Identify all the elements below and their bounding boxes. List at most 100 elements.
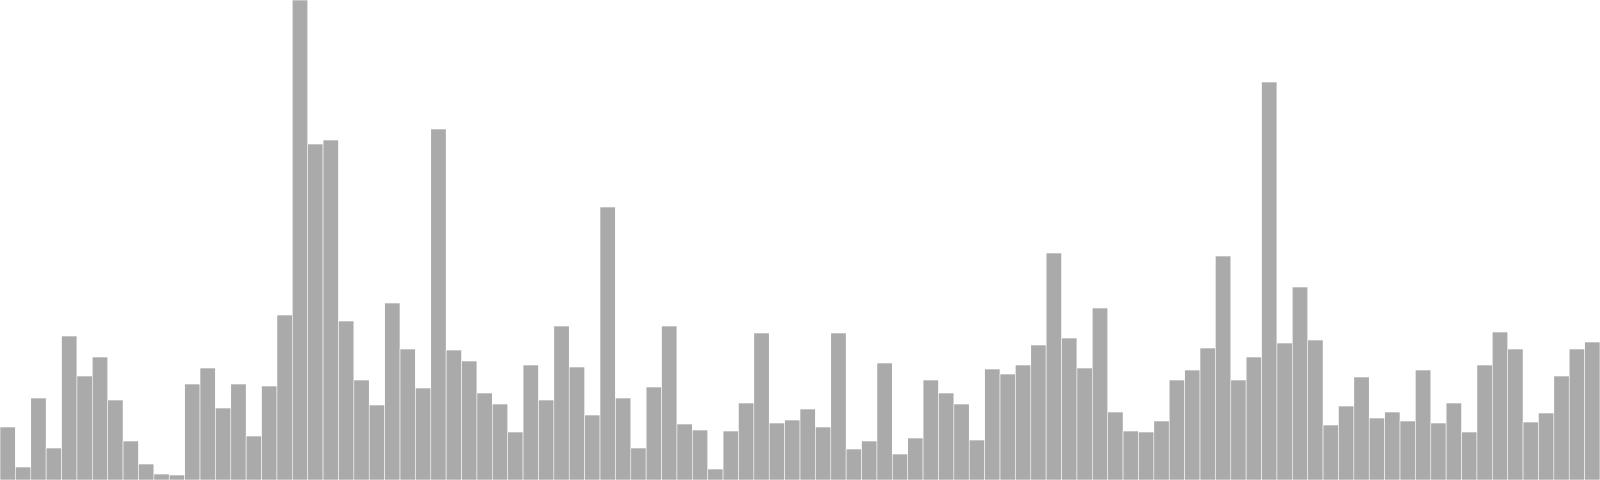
bar-1 [0, 426, 16, 480]
bar-82 [1245, 356, 1262, 480]
bar-58 [876, 362, 893, 480]
bar-85 [1292, 286, 1308, 480]
bar-79 [1199, 347, 1216, 480]
bar-20 [292, 0, 308, 480]
bar-75 [1138, 431, 1155, 480]
bar-77 [1168, 379, 1185, 480]
bar-101 [1538, 412, 1555, 480]
bar-61 [922, 379, 939, 480]
bar-97 [1476, 364, 1493, 480]
bar-36 [538, 399, 555, 480]
bar-33 [492, 403, 508, 480]
bar-71 [1076, 367, 1093, 480]
bar-8 [107, 399, 124, 480]
bar-99 [1507, 348, 1524, 480]
bar-69 [1045, 252, 1062, 480]
bar-89 [1353, 376, 1370, 480]
bar-56 [845, 448, 862, 480]
bar-72 [1092, 307, 1108, 480]
bar-86 [1307, 339, 1324, 480]
bar-45 [676, 423, 693, 480]
bar-27 [399, 348, 416, 480]
bar-18 [261, 385, 278, 480]
bar-37 [553, 325, 570, 480]
bar-5 [61, 335, 78, 480]
bar-4 [45, 447, 62, 480]
bar-104 [1584, 341, 1600, 480]
bar-91 [1384, 411, 1401, 480]
bar-74 [1122, 430, 1139, 480]
bar-39 [584, 414, 601, 480]
bar-30 [445, 349, 462, 480]
bar-63 [953, 403, 970, 480]
bar-3 [30, 397, 47, 480]
bar-90 [1368, 417, 1385, 480]
bar-43 [645, 386, 662, 480]
bar-49 [738, 402, 755, 480]
bar-24 [353, 379, 370, 480]
bar-62 [938, 392, 955, 480]
bar-55 [830, 332, 847, 480]
bar-44 [661, 325, 678, 480]
bar-83 [1261, 81, 1278, 480]
bar-41 [615, 397, 632, 480]
bar-12 [168, 474, 185, 480]
bar-66 [999, 373, 1016, 480]
bar-59 [892, 453, 908, 480]
bar-53 [799, 408, 816, 480]
bar-80 [1215, 255, 1232, 480]
bar-87 [1322, 424, 1339, 480]
bar-102 [1553, 375, 1570, 480]
bar-54 [815, 426, 832, 480]
bar-96 [1461, 431, 1478, 480]
bar-76 [1153, 420, 1170, 480]
bar-32 [476, 392, 493, 480]
bar-103 [1568, 348, 1585, 480]
bar-28 [415, 387, 432, 480]
bar-100 [1522, 421, 1539, 480]
bar-98 [1492, 331, 1508, 480]
bar-60 [907, 437, 924, 480]
bar-88 [1338, 405, 1355, 480]
bar-38 [568, 366, 585, 480]
bar-35 [522, 364, 539, 480]
bar-9 [122, 440, 139, 480]
bar-68 [1030, 344, 1047, 480]
bar-10 [138, 463, 155, 480]
bar-78 [1184, 369, 1201, 480]
bar-92 [1399, 420, 1416, 480]
bar-15 [215, 407, 232, 480]
bar-14 [199, 367, 216, 480]
bar-46 [692, 429, 708, 480]
bar-11 [153, 473, 170, 480]
bar-51 [768, 422, 785, 480]
bar-94 [1430, 422, 1447, 480]
bar-13 [184, 383, 201, 480]
bar-26 [384, 302, 401, 480]
bar-84 [1276, 342, 1293, 480]
bar-25 [368, 404, 385, 480]
bar-22 [322, 139, 339, 480]
bar-81 [1230, 379, 1247, 480]
bar-6 [76, 375, 93, 480]
bar-48 [722, 430, 739, 480]
bar-73 [1107, 411, 1124, 480]
bar-42 [630, 447, 647, 480]
bar-29 [430, 128, 447, 480]
bar-95 [1445, 402, 1462, 480]
bar-67 [1015, 364, 1032, 480]
bar-64 [968, 439, 985, 480]
bar-19 [276, 314, 293, 480]
bar-50 [753, 332, 770, 480]
bar-57 [861, 440, 878, 480]
bar-23 [338, 320, 355, 480]
bar-65 [984, 368, 1001, 480]
bar-17 [245, 435, 262, 480]
bar-47 [707, 468, 724, 480]
bar-40 [599, 206, 616, 480]
bar-21 [307, 143, 324, 480]
bar-31 [461, 360, 478, 480]
bar-7 [92, 356, 108, 480]
